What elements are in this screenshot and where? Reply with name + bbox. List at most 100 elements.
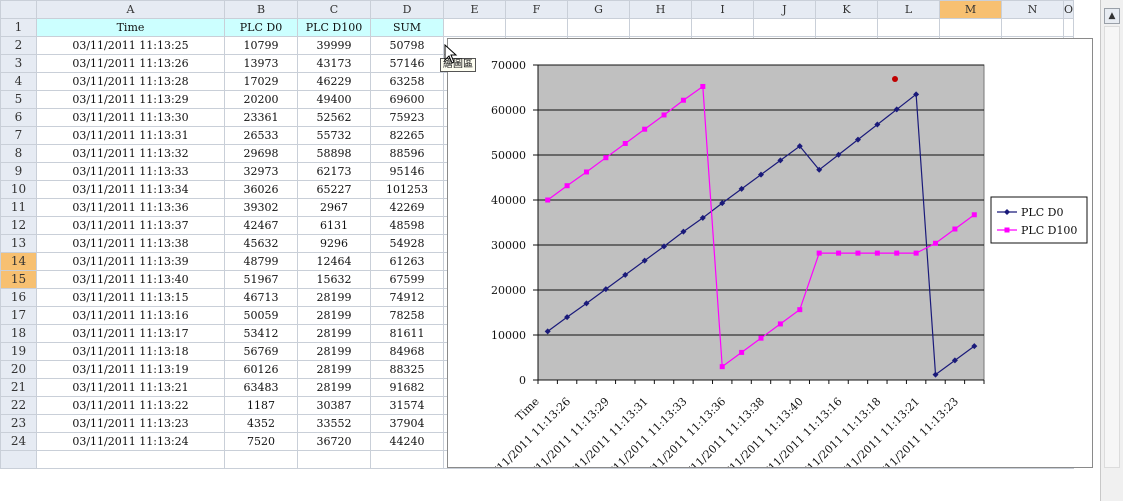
data-cell[interactable]: 03/11/2011 11:13:29 bbox=[36, 90, 225, 109]
row-header-5[interactable]: 5 bbox=[0, 90, 37, 109]
data-cell[interactable]: 67599 bbox=[370, 270, 444, 289]
data-cell[interactable]: 39302 bbox=[224, 198, 298, 217]
data-cell[interactable]: 51967 bbox=[224, 270, 298, 289]
up-arrow-icon[interactable]: ▲ bbox=[1104, 8, 1120, 24]
column-title-cell[interactable]: SUM bbox=[370, 18, 444, 37]
data-cell[interactable]: 63483 bbox=[224, 378, 298, 397]
empty-cell[interactable] bbox=[1062, 18, 1075, 37]
data-cell[interactable]: 2967 bbox=[297, 198, 371, 217]
line-chart[interactable]: 0 10000 20000 30000 40000 50000 60000 70000 Time… bbox=[447, 38, 1093, 468]
row-header-19[interactable]: 19 bbox=[0, 342, 37, 361]
column-header-f[interactable]: F bbox=[505, 0, 568, 19]
data-cell[interactable]: 36720 bbox=[297, 432, 371, 451]
data-cell[interactable]: 91682 bbox=[370, 378, 444, 397]
row-header-13[interactable]: 13 bbox=[0, 234, 37, 253]
data-cell[interactable]: 75923 bbox=[370, 108, 444, 127]
column-title-cell[interactable]: PLC D0 bbox=[224, 18, 298, 37]
data-cell[interactable]: 28199 bbox=[297, 288, 371, 307]
data-cell[interactable]: 60126 bbox=[224, 360, 298, 379]
empty-cell[interactable] bbox=[567, 18, 630, 37]
data-cell[interactable]: 54928 bbox=[370, 234, 444, 253]
data-cell[interactable]: 23361 bbox=[224, 108, 298, 127]
empty-cell[interactable] bbox=[505, 18, 568, 37]
data-cell[interactable]: 37904 bbox=[370, 414, 444, 433]
data-cell[interactable]: 48598 bbox=[370, 216, 444, 235]
vertical-scrollbar[interactable]: ▲ bbox=[1100, 0, 1123, 501]
row-header-18[interactable]: 18 bbox=[0, 324, 37, 343]
column-header-h[interactable]: H bbox=[629, 0, 692, 19]
row-header-6[interactable]: 6 bbox=[0, 108, 37, 127]
data-cell[interactable]: 6131 bbox=[297, 216, 371, 235]
empty-cell[interactable] bbox=[443, 18, 506, 37]
data-cell[interactable]: 95146 bbox=[370, 162, 444, 181]
data-cell[interactable]: 49400 bbox=[297, 90, 371, 109]
empty-cell[interactable] bbox=[877, 18, 940, 37]
data-cell[interactable]: 26533 bbox=[224, 126, 298, 145]
data-cell[interactable]: 15632 bbox=[297, 270, 371, 289]
data-cell[interactable]: 9296 bbox=[297, 234, 371, 253]
empty-cell[interactable] bbox=[224, 450, 298, 469]
row-header-2[interactable]: 2 bbox=[0, 36, 37, 55]
data-cell[interactable]: 53412 bbox=[224, 324, 298, 343]
row-header-22[interactable]: 22 bbox=[0, 396, 37, 415]
data-cell[interactable]: 46713 bbox=[224, 288, 298, 307]
empty-cell[interactable] bbox=[36, 450, 225, 469]
empty-cell[interactable] bbox=[370, 450, 444, 469]
row-header-4[interactable]: 4 bbox=[0, 72, 37, 91]
row-header-14[interactable]: 14 bbox=[0, 252, 37, 271]
data-cell[interactable]: 03/11/2011 11:13:21 bbox=[36, 378, 225, 397]
column-header-o[interactable]: O bbox=[1062, 0, 1075, 19]
data-cell[interactable]: 03/11/2011 11:13:18 bbox=[36, 342, 225, 361]
column-header-c[interactable]: C bbox=[297, 0, 371, 19]
data-cell[interactable]: 03/11/2011 11:13:34 bbox=[36, 180, 225, 199]
data-cell[interactable]: 10799 bbox=[224, 36, 298, 55]
column-header-g[interactable]: G bbox=[567, 0, 630, 19]
row-header-21[interactable]: 21 bbox=[0, 378, 37, 397]
data-cell[interactable]: 03/11/2011 11:13:17 bbox=[36, 324, 225, 343]
row-header-partial[interactable] bbox=[0, 450, 37, 469]
row-header-10[interactable]: 10 bbox=[0, 180, 37, 199]
row-header-3[interactable]: 3 bbox=[0, 54, 37, 73]
data-cell[interactable]: 03/11/2011 11:13:36 bbox=[36, 198, 225, 217]
data-cell[interactable]: 56769 bbox=[224, 342, 298, 361]
data-cell[interactable]: 03/11/2011 11:13:23 bbox=[36, 414, 225, 433]
data-cell[interactable]: 7520 bbox=[224, 432, 298, 451]
row-header-16[interactable]: 16 bbox=[0, 288, 37, 307]
data-cell[interactable]: 03/11/2011 11:13:38 bbox=[36, 234, 225, 253]
data-cell[interactable]: 03/11/2011 11:13:33 bbox=[36, 162, 225, 181]
data-cell[interactable]: 82265 bbox=[370, 126, 444, 145]
data-cell[interactable]: 28199 bbox=[297, 342, 371, 361]
data-cell[interactable]: 28199 bbox=[297, 378, 371, 397]
data-cell[interactable]: 50798 bbox=[370, 36, 444, 55]
row-header-8[interactable]: 8 bbox=[0, 144, 37, 163]
data-cell[interactable]: 28199 bbox=[297, 324, 371, 343]
data-cell[interactable]: 1187 bbox=[224, 396, 298, 415]
data-cell[interactable]: 74912 bbox=[370, 288, 444, 307]
row-header-1[interactable]: 1 bbox=[0, 18, 37, 37]
data-cell[interactable]: 42467 bbox=[224, 216, 298, 235]
empty-cell[interactable] bbox=[753, 18, 816, 37]
empty-cell[interactable] bbox=[939, 18, 1002, 37]
column-title-cell[interactable]: Time bbox=[36, 18, 225, 37]
column-header-k[interactable]: K bbox=[815, 0, 878, 19]
data-cell[interactable]: 88325 bbox=[370, 360, 444, 379]
data-cell[interactable]: 03/11/2011 11:13:39 bbox=[36, 252, 225, 271]
data-cell[interactable]: 48799 bbox=[224, 252, 298, 271]
column-header-m[interactable]: M bbox=[939, 0, 1002, 19]
row-header-24[interactable]: 24 bbox=[0, 432, 37, 451]
data-cell[interactable]: 03/11/2011 11:13:15 bbox=[36, 288, 225, 307]
row-header-11[interactable]: 11 bbox=[0, 198, 37, 217]
data-cell[interactable]: 65227 bbox=[297, 180, 371, 199]
data-cell[interactable]: 20200 bbox=[224, 90, 298, 109]
data-cell[interactable]: 03/11/2011 11:13:30 bbox=[36, 108, 225, 127]
empty-cell[interactable] bbox=[629, 18, 692, 37]
select-all-corner[interactable] bbox=[0, 0, 37, 19]
column-header-n[interactable]: N bbox=[1001, 0, 1064, 19]
data-cell[interactable]: 43173 bbox=[297, 54, 371, 73]
column-header-a[interactable]: A bbox=[36, 0, 225, 19]
empty-cell[interactable] bbox=[1001, 18, 1064, 37]
data-cell[interactable]: 101253 bbox=[370, 180, 444, 199]
column-header-j[interactable]: J bbox=[753, 0, 816, 19]
data-cell[interactable]: 28199 bbox=[297, 306, 371, 325]
empty-cell[interactable] bbox=[297, 450, 371, 469]
